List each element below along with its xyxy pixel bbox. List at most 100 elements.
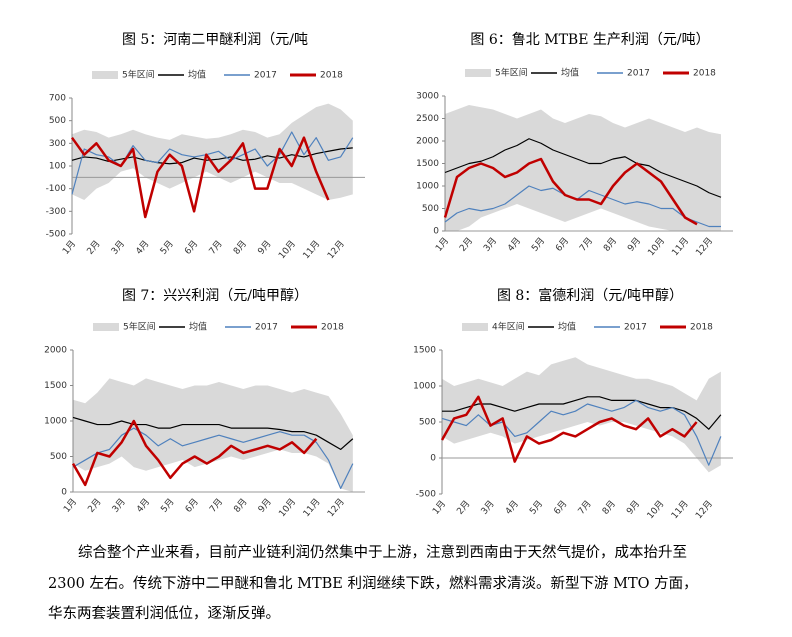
chart-title: 图 6：鲁北 MTBE 生产利润（元/吨） — [470, 32, 709, 48]
range-band — [72, 103, 353, 200]
x-tick-label: 5月 — [159, 496, 177, 514]
legend-label: 2018 — [320, 71, 343, 81]
legend-label: 均值 — [188, 69, 206, 81]
y-tick-label: -100 — [46, 184, 67, 194]
legend-label: 2018 — [690, 323, 713, 333]
x-tick-label: 8月 — [232, 496, 250, 514]
y-tick-label: 500 — [50, 452, 67, 462]
series-line — [444, 185, 721, 228]
chart-title: 图 8：富德利润（元/吨甲醇） — [497, 287, 683, 304]
y-tick-label: -500 — [46, 230, 67, 240]
y-tick-label: 1000 — [44, 417, 67, 427]
x-tick-label: 3月 — [481, 235, 499, 253]
x-tick-label: 9月 — [256, 496, 274, 514]
x-tick-label: 6月 — [552, 498, 570, 516]
y-tick-label: 0 — [433, 227, 439, 237]
x-tick-label: 12月 — [694, 235, 716, 258]
x-tick-label: 3月 — [110, 496, 128, 514]
x-tick-label: 4月 — [505, 235, 523, 253]
series-line — [72, 416, 354, 450]
legend-label: 均值 — [561, 67, 579, 79]
legend-label: 2018 — [693, 69, 716, 79]
y-tick-label: 700 — [49, 94, 66, 104]
x-tick-label: 9月 — [625, 235, 643, 253]
y-tick-label: 0 — [61, 488, 67, 498]
legend-label: 均值 — [189, 321, 207, 333]
y-tick-label: 0 — [430, 454, 436, 464]
y-tick-label: 1500 — [413, 346, 436, 356]
legend-label: 2017 — [627, 69, 650, 79]
series-line — [71, 419, 318, 487]
x-tick-label: 2月 — [86, 496, 104, 514]
x-tick-label: 11月 — [669, 498, 691, 521]
legend-label: 2017 — [255, 323, 278, 333]
x-tick-label: 12月 — [325, 496, 347, 519]
x-tick-label: 6月 — [182, 238, 200, 256]
legend-swatch — [93, 323, 119, 331]
y-tick-label: 1500 — [44, 381, 67, 391]
legend-swatch — [92, 71, 118, 79]
legend-label: 4年区间 — [492, 321, 525, 333]
x-tick-label: 5月 — [527, 498, 545, 516]
y-tick-label: 500 — [49, 116, 66, 126]
y-tick-label: -500 — [416, 490, 437, 500]
x-tick-label: 8月 — [601, 235, 619, 253]
y-tick-label: 2000 — [416, 137, 439, 147]
chart-title: 图 7：兴兴利润（元/吨甲醇） — [122, 287, 308, 304]
x-tick-label: 4月 — [134, 238, 152, 256]
legend-label: 2017 — [624, 323, 647, 333]
paragraph-line: 2300 左右。传统下游中二甲醚和鲁北 MTBE 利润继续下跌，燃料需求清淡。新… — [48, 574, 698, 592]
x-tick-label: 3月 — [479, 498, 497, 516]
x-tick-label: 8月 — [600, 498, 618, 516]
legend-label: 5年区间 — [495, 67, 528, 79]
y-tick-label: -300 — [46, 207, 67, 217]
x-tick-label: 11月 — [301, 496, 323, 519]
series-line — [443, 157, 698, 226]
legend-label: 5年区间 — [122, 69, 155, 81]
x-tick-label: 1月 — [430, 498, 448, 516]
range-band — [445, 105, 721, 231]
chart-title: 图 5：河南二甲醚利润（元/吨 — [122, 32, 308, 48]
x-tick-label: 7月 — [577, 235, 595, 253]
x-tick-label: 7月 — [576, 498, 594, 516]
y-tick-label: 2500 — [416, 114, 439, 124]
y-tick-label: 300 — [49, 139, 66, 149]
paragraph-line: 综合整个产业来看，目前产业链利润仍然集中于上游，注意到西南由于天然气提价，成本抬… — [78, 543, 687, 561]
x-tick-label: 2月 — [455, 498, 473, 516]
x-tick-label: 11月 — [301, 238, 323, 261]
series-line — [71, 147, 353, 165]
y-tick-label: 100 — [49, 162, 66, 172]
legend-label: 5年区间 — [123, 321, 156, 333]
x-tick-label: 4月 — [134, 496, 152, 514]
y-tick-label: 500 — [419, 418, 436, 428]
legend-swatch — [465, 69, 491, 77]
x-tick-label: 1月 — [60, 238, 78, 256]
x-tick-label: 10月 — [277, 496, 299, 519]
y-tick-label: 1000 — [413, 382, 436, 392]
x-tick-label: 10月 — [276, 238, 298, 261]
x-tick-label: 5月 — [529, 235, 547, 253]
x-tick-label: 5月 — [158, 238, 176, 256]
x-tick-label: 12月 — [693, 498, 715, 521]
x-tick-label: 1月 — [433, 235, 451, 253]
y-tick-label: 1500 — [416, 159, 439, 169]
x-tick-label: 9月 — [256, 238, 274, 256]
x-tick-label: 7月 — [207, 496, 225, 514]
paragraph-line: 华东两套装置利润低位，逐渐反弹。 — [48, 605, 280, 622]
x-tick-label: 8月 — [231, 238, 249, 256]
y-tick-label: 500 — [422, 204, 439, 214]
range-band — [442, 357, 721, 473]
x-tick-label: 9月 — [624, 498, 642, 516]
y-tick-label: 3000 — [416, 92, 439, 102]
x-tick-label: 2月 — [85, 238, 103, 256]
x-tick-label: 10月 — [646, 235, 668, 258]
series-line — [444, 138, 722, 198]
series-line — [440, 395, 698, 463]
x-tick-label: 7月 — [207, 238, 225, 256]
x-tick-label: 6月 — [553, 235, 571, 253]
x-tick-label: 1月 — [61, 496, 79, 514]
legend-label: 2018 — [321, 323, 344, 333]
x-tick-label: 6月 — [183, 496, 201, 514]
x-tick-label: 11月 — [670, 235, 692, 258]
